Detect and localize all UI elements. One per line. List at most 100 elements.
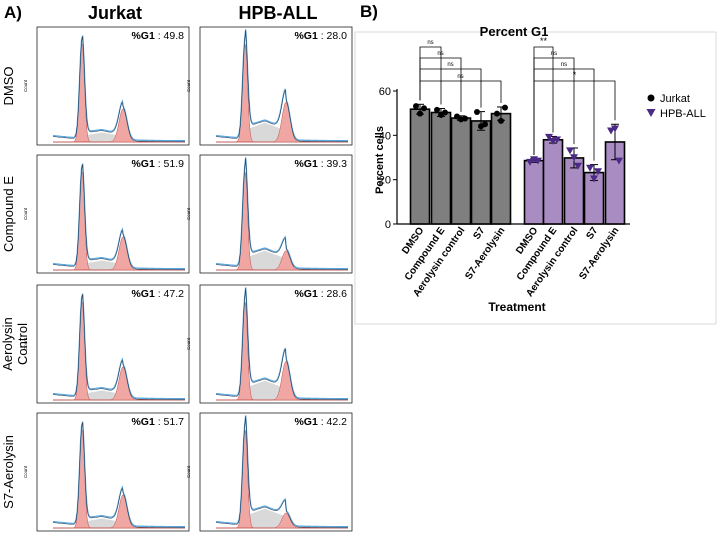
legend-label-hpb-all: HPB-ALL bbox=[660, 108, 706, 120]
data-point bbox=[615, 157, 623, 165]
data-point bbox=[545, 133, 553, 141]
row-label-line: Compound E bbox=[1, 176, 16, 252]
g1-percent-label: %G1 : 51.7 bbox=[131, 416, 184, 428]
histogram-frame bbox=[36, 412, 190, 532]
g1-prefix: %G1 bbox=[131, 416, 157, 428]
row-label-line: Aerolysin bbox=[0, 317, 15, 370]
data-point bbox=[574, 162, 582, 170]
y-tick-label: 20 bbox=[379, 175, 391, 187]
g1-prefix: %G1 bbox=[294, 288, 320, 300]
g1-percent-label: %G1 : 39.3 bbox=[294, 158, 347, 170]
model-fit-line bbox=[215, 416, 348, 528]
data-point bbox=[611, 125, 619, 133]
data-point bbox=[417, 110, 423, 117]
model-fit-line bbox=[52, 294, 185, 400]
significance-label: ns bbox=[427, 40, 433, 46]
data-point bbox=[566, 147, 574, 155]
column-title-jurkat: Jurkat bbox=[88, 3, 142, 23]
row-label: DMSO bbox=[1, 67, 16, 106]
legend-label-jurkat: Jurkat bbox=[660, 93, 690, 105]
y-tick-label: 40 bbox=[379, 130, 391, 142]
g2-peak-fill bbox=[53, 236, 185, 271]
g1-prefix: %G1 bbox=[294, 158, 320, 170]
g1-value: : 51.9 bbox=[158, 158, 184, 170]
g1-value: : 49.8 bbox=[158, 30, 184, 42]
data-point bbox=[442, 109, 448, 116]
histogram-frame bbox=[199, 412, 353, 532]
model-fit-line bbox=[52, 422, 185, 528]
legend-marker-jurkat bbox=[647, 94, 655, 102]
y-tick-label: 60 bbox=[379, 86, 391, 98]
g1-prefix: %G1 bbox=[131, 30, 157, 42]
y-axis-label: Percent cells bbox=[374, 126, 386, 194]
significance-label: ns bbox=[457, 74, 463, 80]
panel-b-label: B) bbox=[360, 2, 378, 21]
legend: Jurkat HPB-ALL bbox=[646, 93, 706, 120]
significance-bracket bbox=[419, 68, 482, 108]
x-tick-label: S7-Aerolysin bbox=[577, 225, 621, 281]
data-point bbox=[502, 104, 508, 111]
column-title-hpb-all: HPB-ALL bbox=[239, 3, 318, 23]
significance-label: ns bbox=[437, 51, 443, 57]
histogram-frame bbox=[36, 26, 190, 146]
g1-prefix: %G1 bbox=[294, 416, 320, 428]
g1-value: : 39.3 bbox=[321, 158, 347, 170]
y-tick-label: 0 bbox=[385, 219, 391, 231]
significance-label: ns bbox=[561, 62, 567, 68]
data-point bbox=[590, 175, 598, 183]
g1-value: : 28.0 bbox=[321, 30, 347, 42]
data-point bbox=[526, 158, 534, 166]
data-point bbox=[534, 157, 542, 165]
count-axis-label: Count bbox=[186, 79, 191, 92]
data-point bbox=[482, 121, 488, 128]
data-point bbox=[494, 110, 500, 117]
count-axis-label: Count bbox=[186, 337, 191, 350]
legend-marker-hpb-all bbox=[646, 109, 656, 117]
data-point bbox=[570, 154, 578, 162]
significance-bracket bbox=[419, 80, 502, 103]
histogram-frame bbox=[36, 284, 190, 404]
bar bbox=[450, 117, 472, 225]
g2-peak-fill bbox=[53, 366, 185, 401]
panel-a-flow-histograms: A) Jurkat HPB-ALL DMSO Count %G1 : 49.8 Cou… bbox=[0, 3, 353, 532]
row-label-line: DMSO bbox=[1, 67, 16, 106]
count-axis-label: Count bbox=[23, 79, 28, 92]
bar bbox=[490, 112, 512, 225]
significance-label: ** bbox=[540, 36, 548, 46]
model-fit-line bbox=[52, 36, 185, 142]
panel-a-label: A) bbox=[4, 3, 22, 22]
count-axis-label: Count bbox=[23, 337, 28, 350]
g1-percent-label: %G1 : 28.6 bbox=[294, 288, 347, 300]
significance-bracket bbox=[419, 57, 462, 112]
g1-value: : 47.2 bbox=[158, 288, 184, 300]
model-fit-line bbox=[215, 288, 348, 400]
significance-bracket bbox=[533, 80, 616, 155]
histogram-frame bbox=[199, 154, 353, 274]
bar bbox=[409, 108, 431, 225]
significance-label: ns bbox=[551, 51, 557, 57]
row-label-line: Control bbox=[15, 323, 30, 365]
data-point bbox=[413, 103, 419, 110]
histogram-frame bbox=[36, 154, 190, 274]
bar bbox=[523, 159, 545, 225]
count-axis-label: Count bbox=[186, 207, 191, 220]
g1-value: : 42.2 bbox=[321, 416, 347, 428]
g1-prefix: %G1 bbox=[294, 30, 320, 42]
histogram-trace bbox=[215, 157, 348, 270]
panel-b-bar-chart: B) Percent G1 Percent cells Treatment 0 2… bbox=[354, 2, 717, 325]
g2-peak-fill bbox=[216, 102, 348, 143]
g1-percent-label: %G1 : 49.8 bbox=[131, 30, 184, 42]
data-point bbox=[607, 127, 615, 135]
g1-percent-label: %G1 : 47.2 bbox=[131, 288, 184, 300]
row-label: Compound E bbox=[1, 176, 16, 252]
data-point bbox=[434, 106, 440, 113]
g1-value: : 28.6 bbox=[321, 288, 347, 300]
count-axis-label: Count bbox=[23, 465, 28, 478]
g1-prefix: %G1 bbox=[131, 288, 157, 300]
g2-peak-fill bbox=[216, 512, 348, 529]
histogram-frame bbox=[199, 284, 353, 404]
significance-label: ns bbox=[447, 62, 453, 68]
g1-prefix: %G1 bbox=[131, 158, 157, 170]
x-axis-label: Treatment bbox=[488, 300, 545, 314]
data-point bbox=[586, 164, 594, 172]
